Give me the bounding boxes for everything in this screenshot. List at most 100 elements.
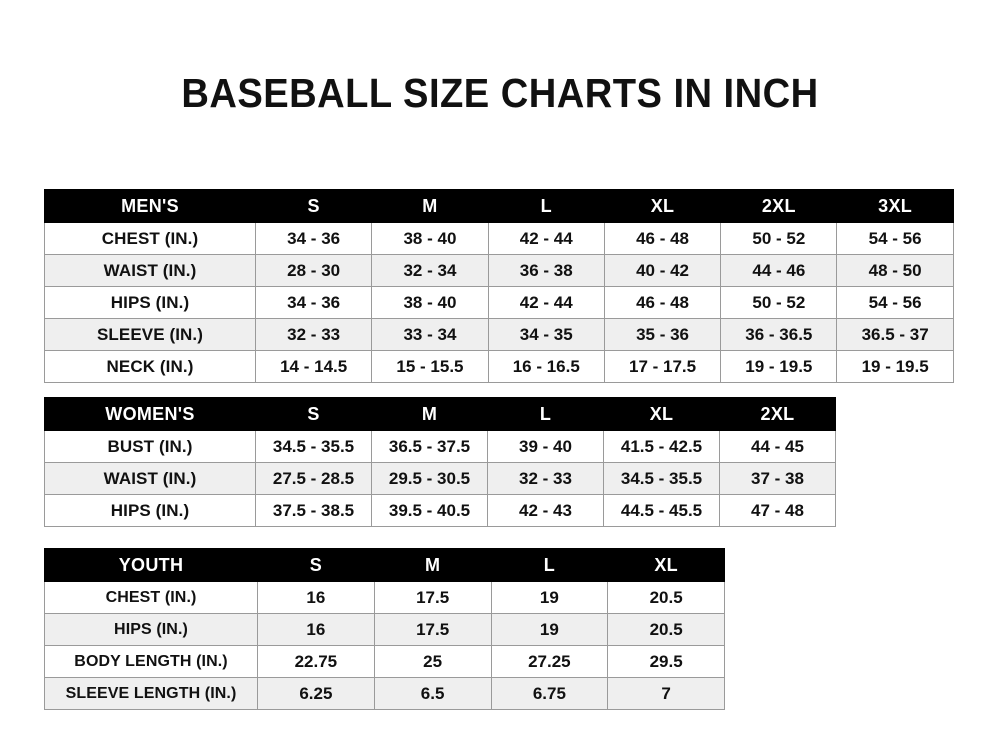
youth-row-3-cell-3: 7 [607, 677, 725, 710]
womens-header-cell-1: S [255, 397, 372, 431]
womens-row-1-cell-3: 34.5 - 35.5 [603, 462, 720, 495]
youth-row-2-cell-2: 27.25 [490, 645, 609, 678]
youth-row-3-label: SLEEVE LENGTH (IN.) [44, 677, 258, 710]
youth-row-2-cell-3: 29.5 [607, 645, 725, 678]
womens-row-1-label: WAIST (IN.) [44, 462, 256, 495]
youth-row-0-label: CHEST (IN.) [44, 581, 258, 614]
mens-row-3-cell-3: 35 - 36 [603, 318, 722, 351]
youth-row-1-label: HIPS (IN.) [44, 613, 258, 646]
youth-row-2-cell-0: 22.75 [257, 645, 375, 678]
mens-row-1-cell-2: 36 - 38 [487, 254, 605, 287]
youth-row-1-cell-1: 17.5 [373, 613, 492, 646]
mens-row-0-cell-0: 34 - 36 [254, 222, 373, 255]
mens-row-0-cell-2: 42 - 44 [487, 222, 605, 255]
mens-row-3-cell-2: 34 - 35 [487, 318, 605, 351]
mens-row-2-cell-5: 54 - 56 [836, 286, 954, 319]
mens-row-2-label: HIPS (IN.) [44, 286, 256, 319]
mens-header-cell-6: 3XL [836, 189, 954, 223]
mens-row-3-cell-0: 32 - 33 [254, 318, 373, 351]
youth-row-2-label: BODY LENGTH (IN.) [44, 645, 258, 678]
womens-row-1-cell-4: 37 - 38 [719, 462, 836, 495]
table-row: WAIST (IN.) 28 - 30 32 - 34 36 - 38 40 -… [44, 254, 954, 287]
table-row: BUST (IN.) 34.5 - 35.5 36.5 - 37.5 39 - … [44, 430, 836, 463]
mens-row-2-cell-0: 34 - 36 [254, 286, 373, 319]
youth-header-row: YOUTH S M L XL [44, 548, 725, 582]
youth-header-cell-3: L [490, 548, 609, 582]
mens-header-cell-4: XL [603, 189, 722, 223]
womens-row-1-cell-2: 32 - 33 [487, 462, 604, 495]
womens-row-2-cell-3: 44.5 - 45.5 [603, 494, 720, 527]
table-row: BODY LENGTH (IN.) 22.75 25 27.25 29.5 [44, 645, 725, 678]
mens-header-row: MEN'S S M L XL 2XL 3XL [44, 189, 954, 223]
mens-row-4-cell-4: 19 - 19.5 [720, 350, 838, 383]
table-row: NECK (IN.) 14 - 14.5 15 - 15.5 16 - 16.5… [44, 350, 954, 383]
womens-header-cell-0: WOMEN'S [44, 397, 256, 431]
mens-size-table: MEN'S S M L XL 2XL 3XL CHEST (IN.) 34 - … [44, 189, 954, 383]
youth-row-1-cell-0: 16 [257, 613, 375, 646]
mens-row-2-cell-1: 38 - 40 [371, 286, 489, 319]
youth-row-3-cell-1: 6.5 [373, 677, 492, 710]
womens-header-cell-3: L [487, 397, 604, 431]
mens-row-3-cell-4: 36 - 36.5 [720, 318, 838, 351]
womens-row-0-label: BUST (IN.) [44, 430, 256, 463]
womens-row-2-cell-0: 37.5 - 38.5 [255, 494, 372, 527]
mens-row-4-cell-5: 19 - 19.5 [836, 350, 954, 383]
table-row: CHEST (IN.) 34 - 36 38 - 40 42 - 44 46 -… [44, 222, 954, 255]
youth-row-0-cell-0: 16 [257, 581, 375, 614]
mens-header-cell-5: 2XL [720, 189, 838, 223]
mens-row-4-label: NECK (IN.) [44, 350, 256, 383]
table-row: HIPS (IN.) 37.5 - 38.5 39.5 - 40.5 42 - … [44, 494, 836, 527]
youth-header-cell-4: XL [607, 548, 725, 582]
youth-row-0-cell-3: 20.5 [607, 581, 725, 614]
table-row: HIPS (IN.) 34 - 36 38 - 40 42 - 44 46 - … [44, 286, 954, 319]
womens-header-cell-4: XL [603, 397, 720, 431]
table-row: HIPS (IN.) 16 17.5 19 20.5 [44, 613, 725, 646]
mens-row-1-cell-4: 44 - 46 [720, 254, 838, 287]
womens-row-0-cell-3: 41.5 - 42.5 [603, 430, 720, 463]
mens-row-0-cell-5: 54 - 56 [836, 222, 954, 255]
mens-row-0-cell-3: 46 - 48 [603, 222, 722, 255]
youth-header-cell-2: M [373, 548, 492, 582]
mens-row-3-label: SLEEVE (IN.) [44, 318, 256, 351]
womens-header-cell-2: M [371, 397, 488, 431]
youth-header-cell-1: S [257, 548, 375, 582]
table-row: SLEEVE LENGTH (IN.) 6.25 6.5 6.75 7 [44, 677, 725, 710]
page-title: BASEBALL SIZE CHARTS IN INCH [181, 70, 819, 116]
womens-row-1-cell-1: 29.5 - 30.5 [371, 462, 488, 495]
mens-row-1-label: WAIST (IN.) [44, 254, 256, 287]
womens-row-0-cell-2: 39 - 40 [487, 430, 604, 463]
mens-row-1-cell-0: 28 - 30 [254, 254, 373, 287]
table-row: SLEEVE (IN.) 32 - 33 33 - 34 34 - 35 35 … [44, 318, 954, 351]
youth-row-0-cell-2: 19 [490, 581, 609, 614]
youth-row-1-cell-3: 20.5 [607, 613, 725, 646]
mens-row-3-cell-1: 33 - 34 [371, 318, 489, 351]
womens-header-row: WOMEN'S S M L XL 2XL [44, 397, 836, 431]
womens-header-cell-5: 2XL [719, 397, 836, 431]
mens-row-0-cell-1: 38 - 40 [371, 222, 489, 255]
youth-row-3-cell-0: 6.25 [257, 677, 375, 710]
mens-row-0-label: CHEST (IN.) [44, 222, 256, 255]
mens-header-cell-2: M [371, 189, 489, 223]
youth-row-2-cell-1: 25 [373, 645, 492, 678]
youth-header-cell-0: YOUTH [44, 548, 258, 582]
mens-row-0-cell-4: 50 - 52 [720, 222, 838, 255]
womens-row-2-label: HIPS (IN.) [44, 494, 256, 527]
womens-row-1-cell-0: 27.5 - 28.5 [255, 462, 372, 495]
womens-row-0-cell-0: 34.5 - 35.5 [255, 430, 372, 463]
mens-row-1-cell-1: 32 - 34 [371, 254, 489, 287]
youth-row-0-cell-1: 17.5 [373, 581, 492, 614]
youth-size-table: YOUTH S M L XL CHEST (IN.) 16 17.5 19 20… [44, 548, 725, 710]
mens-row-2-cell-3: 46 - 48 [603, 286, 722, 319]
mens-header-cell-3: L [487, 189, 605, 223]
womens-row-0-cell-1: 36.5 - 37.5 [371, 430, 488, 463]
womens-row-0-cell-4: 44 - 45 [719, 430, 836, 463]
mens-row-1-cell-3: 40 - 42 [603, 254, 722, 287]
table-row: CHEST (IN.) 16 17.5 19 20.5 [44, 581, 725, 614]
womens-row-2-cell-2: 42 - 43 [487, 494, 604, 527]
mens-row-2-cell-4: 50 - 52 [720, 286, 838, 319]
mens-row-1-cell-5: 48 - 50 [836, 254, 954, 287]
mens-header-cell-0: MEN'S [44, 189, 256, 223]
youth-row-3-cell-2: 6.75 [490, 677, 609, 710]
womens-row-2-cell-4: 47 - 48 [719, 494, 836, 527]
